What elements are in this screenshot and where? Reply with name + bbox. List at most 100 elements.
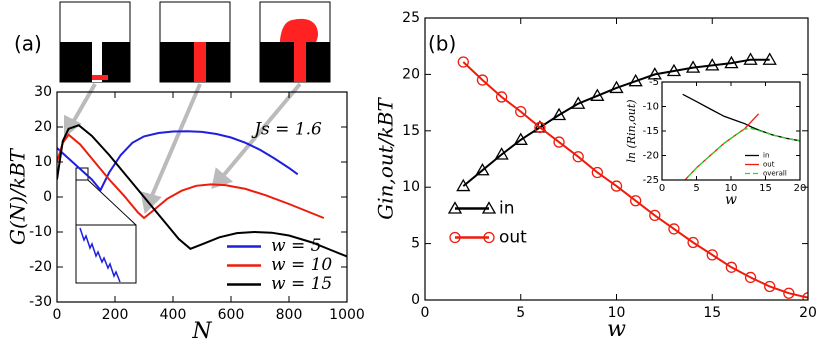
marker	[706, 249, 718, 261]
marker	[449, 231, 461, 244]
x-tick-label: 0	[53, 307, 62, 323]
marker	[610, 180, 623, 192]
plot-frame	[56, 91, 348, 303]
legend-label: in	[763, 152, 769, 160]
plot-frame	[661, 81, 801, 181]
marker	[628, 73, 643, 87]
y-axis-label: ln (Rin,out)	[625, 99, 638, 162]
series-line	[57, 130, 299, 192]
marker	[534, 121, 546, 134]
marker	[743, 52, 758, 65]
series-line	[684, 127, 800, 180]
marker	[483, 231, 495, 244]
zoom-box	[75, 167, 89, 181]
y-tick-label: -10	[29, 224, 52, 240]
marker	[724, 55, 739, 69]
plot-frame	[424, 17, 809, 301]
marker	[572, 151, 584, 163]
x-tick-label: 200	[102, 307, 129, 323]
marker	[630, 195, 642, 207]
x-axis-label: w	[607, 317, 626, 342]
series-line	[57, 133, 325, 220]
x-tick-label: 400	[160, 307, 187, 323]
x-tick-label: 1000	[329, 307, 365, 323]
x-tick-label: 5	[693, 183, 699, 194]
marker	[475, 162, 490, 176]
legend-label: w = 5	[271, 236, 321, 256]
legend-label: w = 10	[271, 255, 332, 275]
series-group	[682, 93, 800, 180]
inset-background	[662, 82, 800, 180]
y-tick-label: -20	[29, 259, 52, 275]
y-tick-label: 25	[402, 10, 420, 26]
marker	[725, 261, 738, 273]
y-tick-label: 5	[411, 236, 420, 252]
marker	[476, 74, 489, 86]
x-tick-label: 20	[799, 305, 817, 321]
y-tick-label: 15	[402, 123, 420, 139]
legend-label: in	[499, 199, 515, 219]
marker	[591, 166, 603, 179]
marker	[494, 147, 509, 160]
marker	[551, 107, 567, 121]
y-axis-label: Gin,out/kBT	[374, 97, 398, 220]
snapshot-nucleus	[92, 75, 108, 80]
y-tick-label: 30	[34, 84, 52, 100]
arrow	[149, 83, 202, 199]
arrow	[221, 82, 302, 178]
arrows	[64, 82, 302, 215]
x-axis-label: N	[191, 319, 212, 344]
x-tick-label: 15	[703, 305, 721, 321]
marker	[609, 80, 624, 94]
x-tick-label: 5	[516, 305, 525, 321]
y-tick-label: 0	[43, 189, 52, 205]
zoom-inset	[75, 167, 137, 284]
snapshot-pore	[92, 42, 102, 82]
series-group	[456, 52, 808, 300]
series-group	[57, 124, 347, 258]
marker	[513, 132, 528, 145]
marker	[447, 201, 463, 214]
marker	[457, 56, 469, 68]
x-tick-label: 20	[794, 183, 807, 194]
marker	[687, 236, 699, 249]
y-tick-label: -30	[29, 294, 52, 310]
y-tick-label: 0	[411, 292, 420, 308]
x-tick-label: 800	[276, 307, 303, 323]
y-tick-label: 10	[34, 154, 52, 170]
arrow-head	[211, 167, 234, 189]
marker	[481, 201, 497, 214]
legend-label: w = 15	[271, 274, 332, 294]
marker	[705, 58, 720, 71]
marker	[553, 136, 565, 148]
zoom-trace	[79, 227, 121, 283]
snapshots	[59, 1, 331, 83]
zoom-guide	[87, 179, 137, 226]
x-tick-label: 0	[421, 305, 430, 321]
y-tick-label: -5	[649, 77, 659, 88]
y-tick-label: 10	[402, 179, 420, 195]
marker	[802, 292, 808, 300]
marker	[571, 96, 586, 109]
y-tick-label: 20	[402, 66, 420, 82]
panel-label: (b)	[428, 32, 456, 56]
x-tick-label: 15	[759, 183, 772, 194]
marker	[685, 60, 701, 73]
marker	[762, 52, 777, 65]
marker	[590, 88, 605, 101]
snapshot-nucleus	[194, 42, 206, 82]
y-tick-label: 20	[34, 119, 52, 135]
marker	[744, 271, 757, 284]
marker	[456, 178, 471, 192]
marker	[668, 223, 680, 235]
y-tick-label: -10	[643, 102, 659, 113]
snapshot-nucleus	[280, 18, 318, 42]
panel-label: (a)	[14, 32, 42, 56]
y-axis-label: G(N)/kBT	[6, 147, 30, 245]
marker	[666, 63, 682, 77]
x-axis-label: w	[725, 192, 737, 208]
y-tick-label: -20	[643, 151, 659, 162]
marker	[783, 287, 795, 299]
x-tick-label: 0	[659, 183, 665, 194]
